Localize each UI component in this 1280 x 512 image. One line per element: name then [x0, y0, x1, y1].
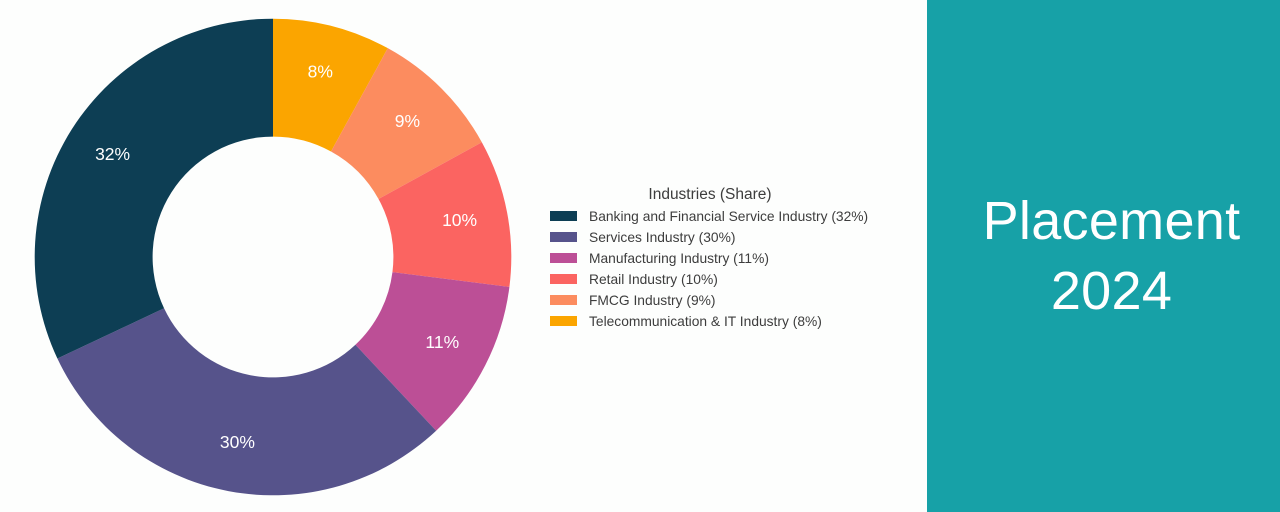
svg-text:11%: 11%: [425, 332, 459, 352]
svg-text:30%: 30%: [220, 432, 255, 452]
svg-text:32%: 32%: [95, 144, 130, 164]
svg-text:8%: 8%: [308, 62, 333, 82]
svg-text:10%: 10%: [442, 210, 477, 230]
svg-text:9%: 9%: [395, 111, 420, 131]
